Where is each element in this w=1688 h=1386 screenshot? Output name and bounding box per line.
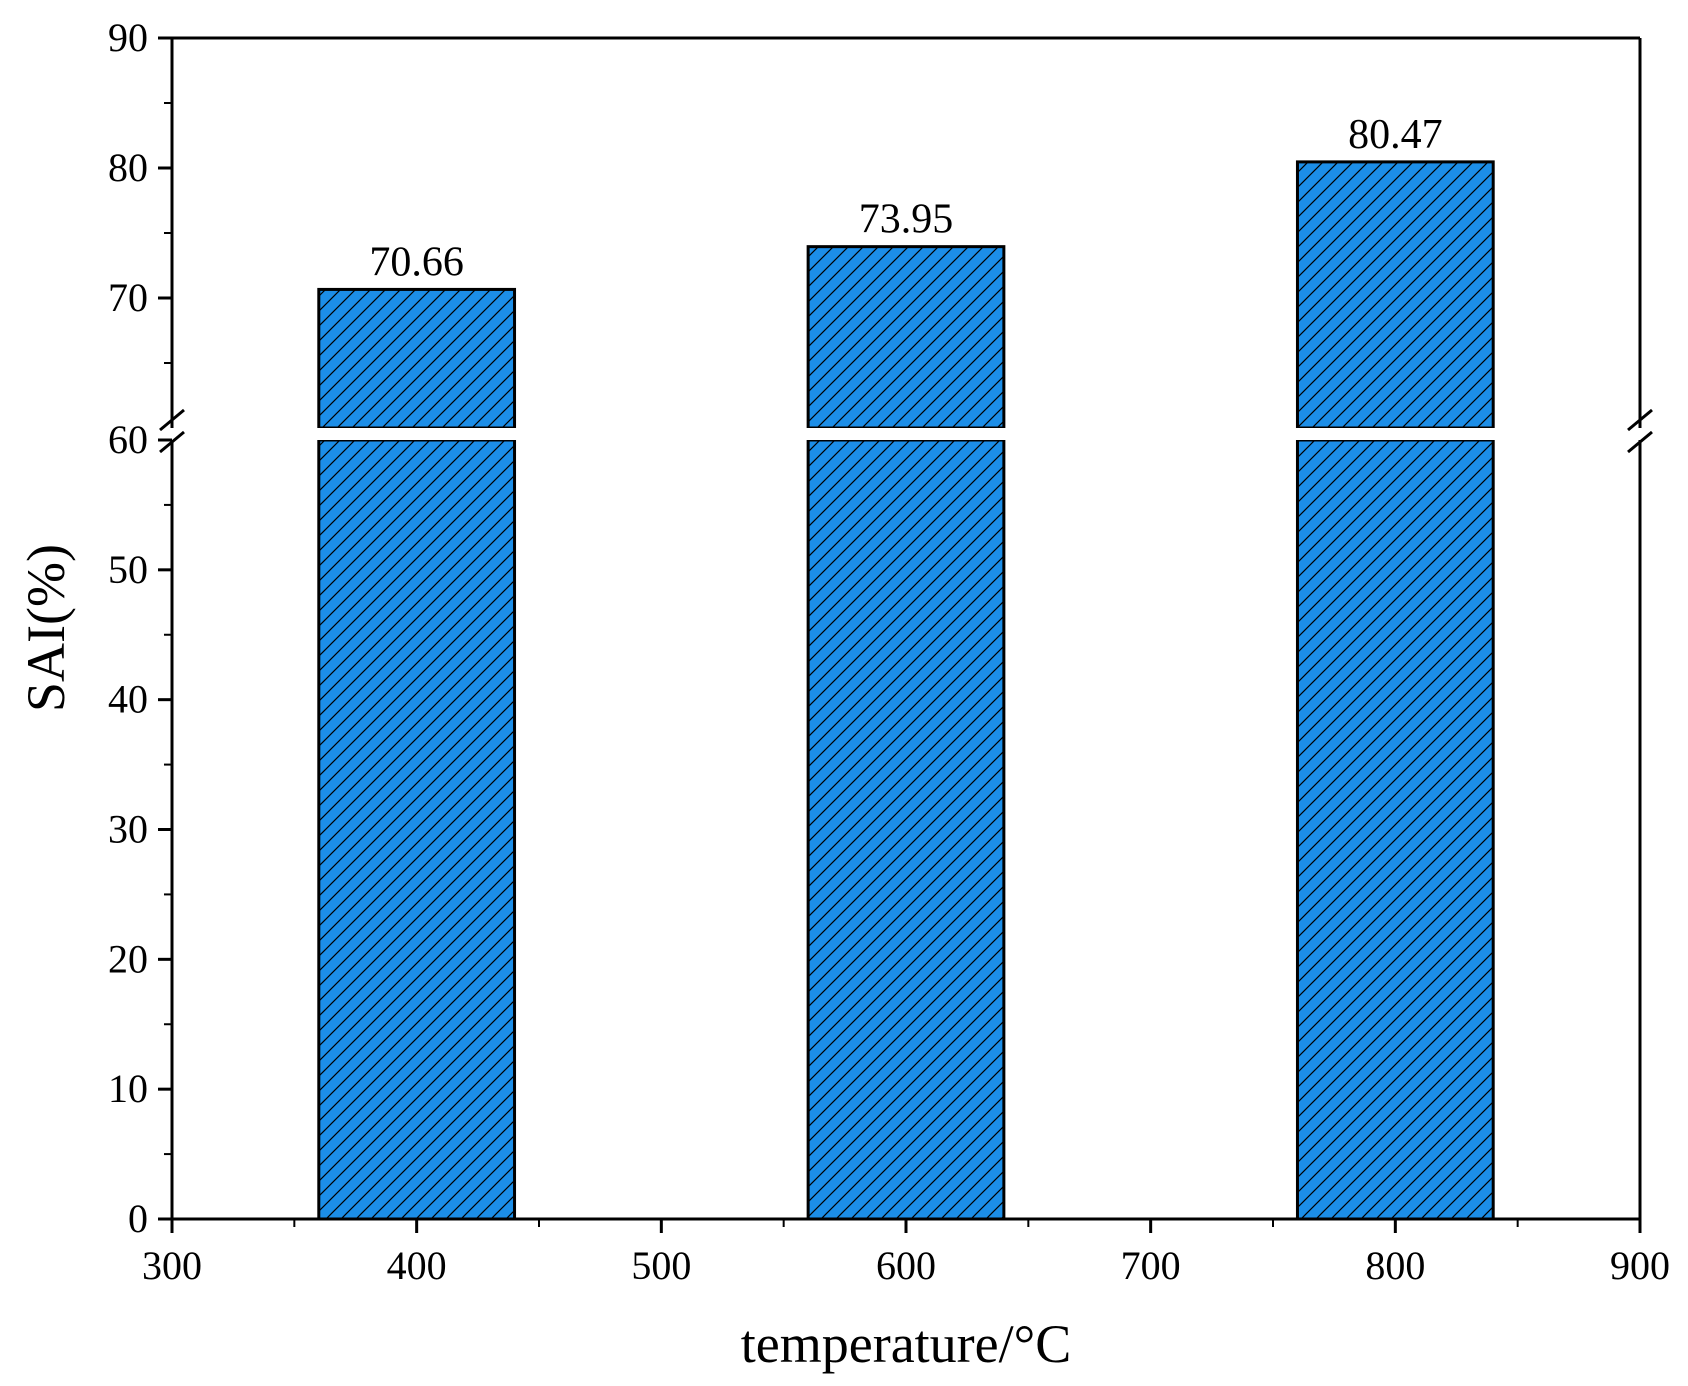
x-tick-label-500: 500 — [631, 1243, 691, 1288]
y-tick-label-40: 40 — [108, 677, 148, 722]
axis-break-mark-right-1 — [1627, 408, 1653, 432]
axis-break-mark-left-1 — [159, 408, 185, 432]
y-axis-title: SAI(%) — [16, 544, 76, 712]
axis-break-mark-right-2 — [1627, 430, 1653, 454]
labels-layer: 70.66 73.95 80.47 0 10 20 30 40 50 60 70 80 90 300 400… — [16, 15, 1670, 1374]
data-label-800: 80.47 — [1348, 112, 1443, 158]
bars-layer — [317, 160, 1495, 1221]
bar-lower-600 — [806, 438, 1006, 1221]
x-tick-label-800: 800 — [1365, 1243, 1425, 1288]
y-tick-label-10: 10 — [108, 1066, 148, 1111]
y-tick-label-20: 20 — [108, 936, 148, 981]
y-tick-label-60: 60 — [108, 417, 148, 462]
y-tick-label-70: 70 — [108, 275, 148, 320]
data-label-400: 70.66 — [369, 239, 464, 285]
bar-upper-800 — [1295, 160, 1495, 430]
x-tick-label-900: 900 — [1610, 1243, 1670, 1288]
y-tick-label-0: 0 — [128, 1196, 148, 1241]
y-tick-label-90: 90 — [108, 15, 148, 60]
bar-upper-600 — [806, 245, 1006, 430]
x-tick-label-600: 600 — [876, 1243, 936, 1288]
bar-lower-800 — [1295, 438, 1495, 1221]
bar-upper-400 — [317, 287, 517, 430]
axes-layer — [158, 36, 1653, 1233]
y-tick-label-30: 30 — [108, 807, 148, 852]
x-tick-label-300: 300 — [142, 1243, 202, 1288]
y-tick-label-50: 50 — [108, 547, 148, 592]
axis-break-gap — [173, 428, 1639, 440]
x-tick-label-700: 700 — [1121, 1243, 1181, 1288]
x-tick-label-400: 400 — [387, 1243, 447, 1288]
axis-break-mark-left-2 — [159, 430, 185, 454]
y-tick-label-80: 80 — [108, 145, 148, 190]
bar-lower-400 — [317, 438, 517, 1221]
data-label-600: 73.95 — [859, 197, 954, 243]
x-axis-title: temperature/°C — [741, 1314, 1071, 1374]
